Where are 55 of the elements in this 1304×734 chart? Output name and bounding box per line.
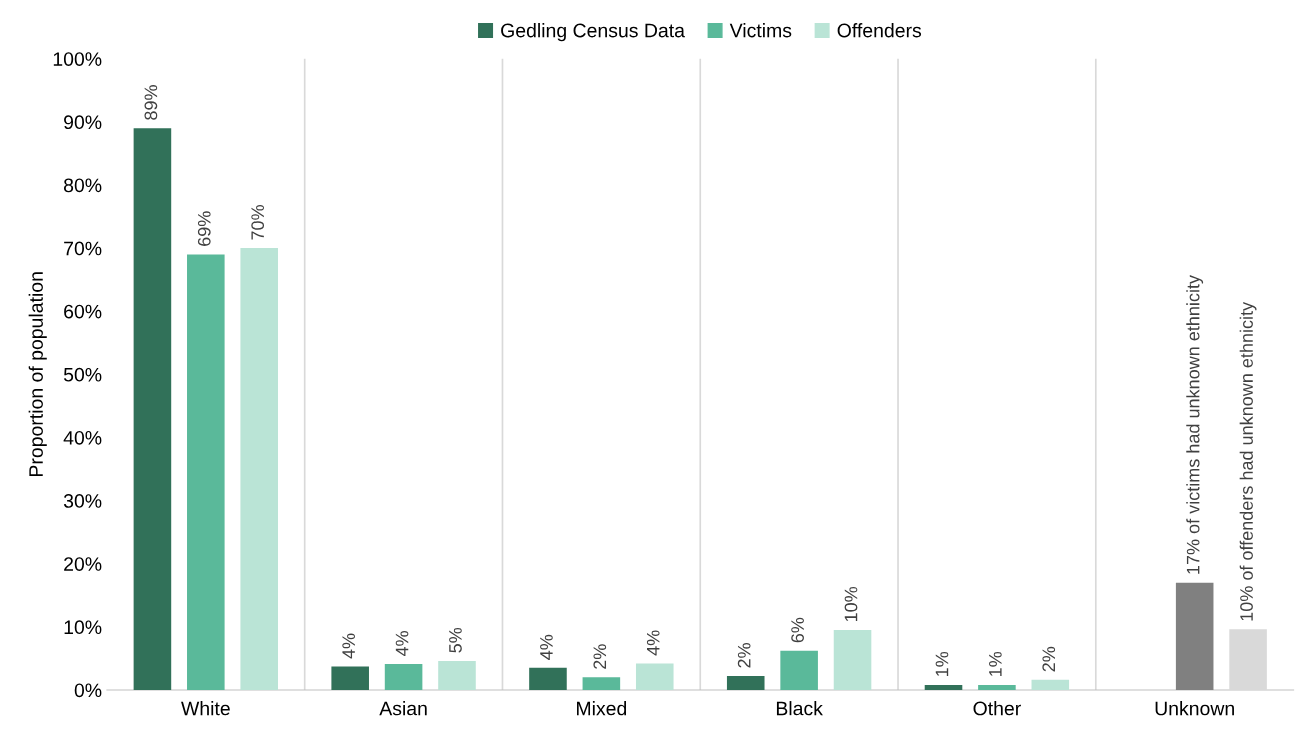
x-tick-label: Asian: [379, 701, 427, 716]
data-label: 4%: [540, 634, 553, 660]
bar: [635, 663, 674, 690]
x-tick-label: Black: [776, 701, 823, 716]
y-tick-label: 30%: [63, 494, 102, 508]
x-tick-label: Unknown: [1155, 701, 1234, 716]
y-tick-label: 50%: [63, 367, 102, 382]
bar: [582, 677, 621, 690]
bar: [529, 667, 567, 690]
bar: [438, 660, 476, 690]
legend-label: Offenders: [837, 23, 922, 38]
data-label: 2%: [593, 644, 607, 669]
y-axis-title: Proportion of population: [28, 272, 47, 476]
y-tick-label: 90%: [64, 115, 102, 130]
data-label: 6%: [791, 617, 804, 643]
bar: [833, 629, 872, 690]
legend-label: Victims: [729, 23, 792, 38]
bar: [331, 666, 369, 690]
bar: [1175, 582, 1214, 690]
bar: [384, 664, 423, 690]
bar: [240, 248, 278, 690]
bar: [1229, 629, 1267, 690]
x-tick-label: White: [181, 701, 230, 716]
y-tick-label: 100%: [53, 52, 102, 66]
data-label: 2%: [737, 643, 751, 668]
data-label: 69%: [197, 211, 211, 246]
y-tick-label: 80%: [64, 178, 102, 193]
bar: [133, 128, 172, 690]
data-label: 1%: [935, 651, 949, 676]
y-tick-label: 10%: [64, 620, 102, 635]
x-tick-label: Mixed: [577, 701, 627, 716]
data-label: 17% of victims had unknown ethnicity: [1186, 275, 1204, 574]
data-label: 4%: [395, 631, 409, 657]
data-label: 2%: [1042, 646, 1056, 672]
y-tick-label: 0%: [74, 683, 102, 698]
y-tick-label: 40%: [63, 430, 102, 445]
bar: [726, 676, 765, 690]
data-label: 1%: [989, 651, 1002, 676]
bar: [780, 650, 818, 690]
data-label: 89%: [144, 85, 158, 120]
data-label: 70%: [251, 205, 265, 240]
bar: [924, 684, 963, 690]
data-label: 10%: [844, 586, 858, 622]
data-label: 4%: [646, 630, 660, 656]
data-label: 4%: [342, 633, 355, 659]
bar: [187, 254, 225, 690]
y-tick-label: 20%: [64, 557, 102, 571]
y-tick-label: 70%: [64, 241, 102, 256]
x-tick-label: Other: [973, 701, 1021, 716]
legend-label: Gedling Census Data: [501, 23, 685, 42]
data-label: 5%: [449, 627, 462, 653]
bar: [978, 684, 1016, 690]
data-label: 10% of offenders had unknown ethnicity: [1239, 301, 1257, 621]
bar: [1031, 679, 1070, 690]
y-tick-label: 60%: [64, 304, 102, 319]
